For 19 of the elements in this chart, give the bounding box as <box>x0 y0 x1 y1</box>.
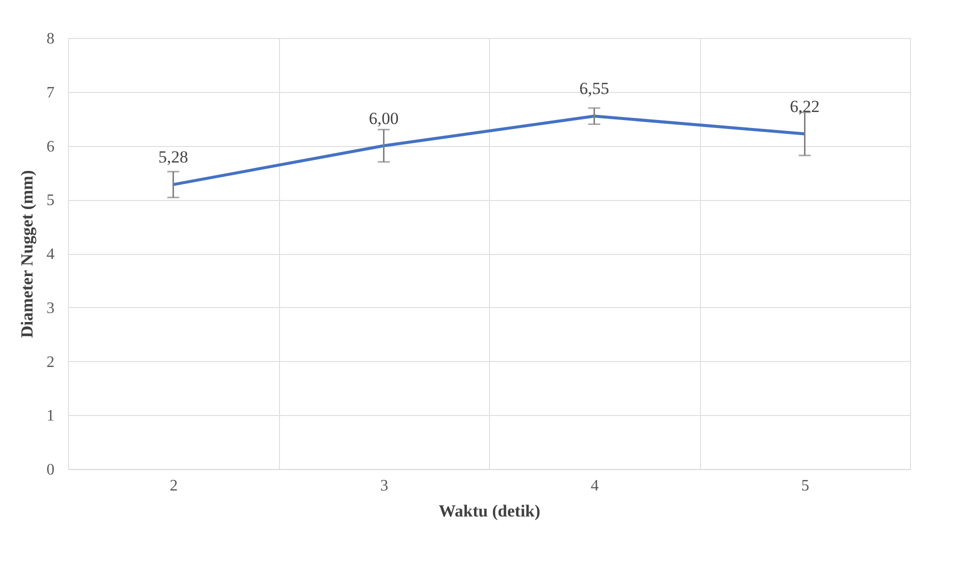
data-label: 5,28 <box>158 148 188 167</box>
data-label: 6,22 <box>790 96 820 116</box>
x-tick-label: 2 <box>170 478 178 494</box>
y-tick-label: 1 <box>46 408 54 425</box>
y-tick-label: 6 <box>46 138 54 156</box>
x-tick-label: 4 <box>590 478 599 494</box>
y-tick-label: 4 <box>46 246 54 263</box>
y-tick-label: 2 <box>46 354 54 371</box>
y-tick-label: 3 <box>46 300 54 317</box>
x-tick-label: 5 <box>801 478 810 494</box>
y-tick-label: 0 <box>46 462 54 478</box>
y-tick-label: 8 <box>46 30 54 48</box>
y-axis-title: Diameter Nugget (mm) <box>18 170 36 338</box>
y-tick-label: 5 <box>46 192 54 210</box>
x-axis-title: Waktu (detik) <box>438 502 540 520</box>
y-tick-label: 7 <box>46 84 54 102</box>
data-label: 6,00 <box>368 108 399 128</box>
data-label: 6,55 <box>579 79 610 98</box>
x-tick-label: 3 <box>380 478 388 494</box>
